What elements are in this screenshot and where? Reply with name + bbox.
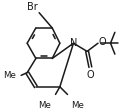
Text: Me: Me: [38, 101, 51, 110]
Text: O: O: [99, 37, 106, 47]
Text: Me: Me: [71, 101, 84, 110]
Text: N: N: [70, 38, 78, 48]
Text: Br: Br: [27, 2, 38, 12]
Text: O: O: [87, 70, 94, 80]
Text: Me: Me: [3, 71, 16, 80]
